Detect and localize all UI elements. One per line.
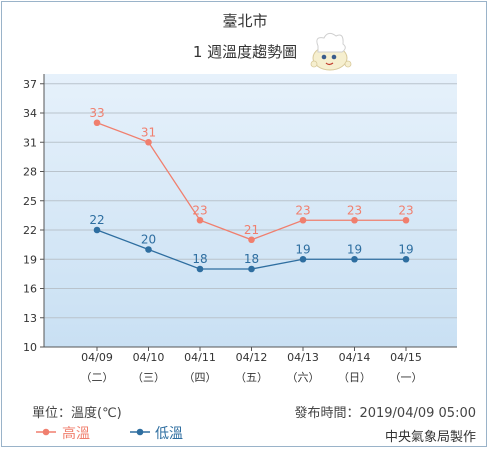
low-temp-data-label: 19 [398,242,413,256]
x-tick-label-date: 04/14 [339,351,371,364]
low-temp-data-label: 18 [192,252,207,266]
high-temp-point [299,216,307,224]
high-temp-data-label: 31 [141,125,156,139]
y-tick-label: 16 [23,283,37,296]
low-temp-data-label: 18 [244,252,259,266]
y-tick-label: 22 [23,224,37,237]
x-tick-label-weekday: （三） [132,371,165,384]
legend [36,428,150,436]
high-temp-point [196,216,204,224]
low-temp-point [351,255,358,263]
chart-subtitle: 1 週溫度趨勢圖 [192,43,298,61]
y-tick-label: 13 [23,312,37,325]
legend-high-marker [42,428,50,436]
high-temp-point [93,119,101,127]
high-temp-data-label: 23 [295,203,310,217]
x-tick-label-weekday: （四） [184,371,217,384]
unit-label: 單位：溫度(℃) [32,406,122,421]
x-tick-label-date: 04/12 [236,351,268,364]
x-tick-label-weekday: （日） [338,371,371,384]
y-tick-label: 10 [23,341,37,354]
high-temp-data-label: 21 [244,223,259,237]
low-temp-point [299,255,307,263]
high-temp-point [248,236,255,244]
low-temp-data-label: 22 [89,213,104,227]
weather-mascot-icon [310,32,352,71]
y-tick-label: 37 [23,78,37,91]
publish-time: 發布時間：2019/04/09 05:00 [294,406,476,421]
low-temp-data-label: 19 [295,242,310,256]
high-temp-point [145,138,152,146]
x-tick-label-date: 04/13 [287,351,319,364]
y-tick-label: 28 [23,166,37,179]
high-temp-point [402,216,410,224]
y-tick-label: 25 [23,195,37,208]
low-temp-point [93,226,101,234]
high-temp-data-label: 23 [398,203,413,217]
plot-area [44,74,457,347]
x-tick-label-weekday: （二） [81,371,114,384]
agency-credit: 中央氣象局製作 [384,430,476,445]
low-temp-point [145,246,152,253]
high-temp-data-label: 23 [192,203,207,217]
legend-low-marker [136,428,144,436]
x-tick-label-date: 04/15 [390,351,422,364]
x-tick-label-date: 04/11 [184,351,216,364]
legend-high-label: 高溫 [62,426,90,442]
low-temp-point [402,255,410,263]
y-tick-label: 31 [23,136,37,149]
high-temp-data-label: 33 [89,106,104,120]
x-tick-label-date: 04/10 [133,351,165,364]
x-tick-label-weekday: （六） [287,371,320,384]
y-tick-label: 19 [23,253,37,266]
y-tick-label: 34 [23,107,37,120]
x-tick-label-weekday: （一） [390,371,423,384]
x-tick-label-weekday: （五） [235,371,268,384]
high-temp-point [351,216,358,224]
low-temp-point [248,265,255,273]
low-temp-data-label: 19 [347,242,362,256]
low-temp-data-label: 20 [141,233,156,247]
low-temp-point [196,265,204,273]
chart-title: 臺北市 [222,12,268,30]
x-tick-label-date: 04/09 [81,351,113,364]
high-temp-data-label: 23 [347,203,362,217]
legend-low-label: 低溫 [155,426,183,442]
